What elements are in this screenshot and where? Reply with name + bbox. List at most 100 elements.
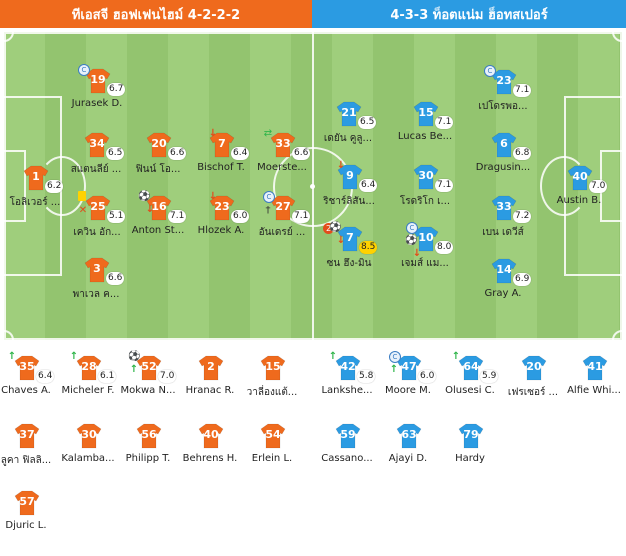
shirt-number: 40 bbox=[572, 170, 588, 183]
shirt-icon bbox=[491, 69, 517, 95]
shirt-number: 15 bbox=[265, 360, 281, 373]
player-card[interactable]: 10 8.0 เจมส์ แม... C ⚽ ↓ bbox=[377, 222, 473, 292]
player-card[interactable]: 1 6.2 โอลิเวอร์ ... bbox=[0, 165, 83, 231]
player-card[interactable]: 15 7.1 Lucas Be... bbox=[377, 101, 473, 167]
player-card[interactable]: 27 7.1 อันเดรย์ ... C † bbox=[234, 191, 330, 261]
sub-in-icon: ↑ bbox=[451, 351, 461, 362]
home-penalty-arc bbox=[38, 156, 86, 216]
shirt-icon bbox=[209, 195, 235, 221]
shirt-number: 35 bbox=[19, 360, 35, 373]
player-name: โอลิเวอร์ ... bbox=[9, 197, 61, 208]
player-rating: 6.6 bbox=[168, 147, 187, 160]
shirt-number: 27 bbox=[275, 200, 291, 213]
shirt-number: 52 bbox=[141, 360, 157, 373]
sub-in-icon: ↑ bbox=[69, 351, 79, 362]
bench-player-card[interactable]: 64 5.9 Olusesi C. ↑ bbox=[422, 351, 518, 421]
player-name: Anton St... bbox=[131, 225, 185, 236]
player-card[interactable]: 30 7.1 โรดริโก เ... bbox=[377, 164, 473, 230]
bench-player-card[interactable]: 47 6.0 Moore M. C ↑ bbox=[360, 351, 456, 421]
player-name: Jurasek D. bbox=[71, 98, 123, 109]
shirt-icon bbox=[491, 195, 517, 221]
bench-player-card[interactable]: 20 เฟรเซอร์ ... bbox=[485, 355, 581, 421]
shirt-number: 7 bbox=[346, 231, 354, 244]
shirt-icon bbox=[458, 423, 484, 449]
player-card[interactable]: 19 6.7 Jurasek D. C bbox=[49, 64, 145, 134]
player-card[interactable]: 16 7.1 Anton St... ⚽ ↓ bbox=[110, 191, 206, 261]
substitution-icon: ⇄ bbox=[263, 128, 273, 139]
sub-in-icon: ↑ bbox=[328, 351, 338, 362]
player-card[interactable]: 34 6.5 สแตนลีย์ ... bbox=[48, 132, 144, 198]
player-name: เปโดรพอ... bbox=[478, 101, 528, 112]
player-name: Kalamba... bbox=[61, 453, 115, 464]
shirt-number: 64 bbox=[463, 360, 479, 373]
home-team-title[interactable]: ทีเอสจี ฮอฟเฟนไฮม์ 4-2-2-2 bbox=[0, 0, 312, 28]
away-team-title[interactable]: 4-3-3 ท็อตแน่ม ฮ็อทสเปอร์ bbox=[312, 0, 626, 28]
shirt-icon bbox=[521, 355, 547, 381]
shirt-number: 59 bbox=[340, 428, 356, 441]
sub-in-icon: ↑ bbox=[129, 364, 139, 375]
bench-player-card[interactable]: 35 6.4 Chaves A. ↑ bbox=[0, 351, 74, 421]
corner-arc-bottom-right bbox=[612, 330, 622, 340]
player-rating: 6.5 bbox=[358, 116, 377, 129]
shirt-number: 57 bbox=[19, 495, 35, 508]
player-card[interactable]: 21 6.5 เดยัน คูลู... bbox=[300, 101, 396, 167]
player-card[interactable]: 33 6.6 Moerste... ⇄ bbox=[234, 128, 330, 198]
player-card[interactable]: 40 7.0 Austin B. bbox=[531, 165, 626, 231]
shirt-icon bbox=[270, 132, 296, 158]
player-card[interactable]: 14 6.9 Gray A. bbox=[455, 258, 551, 324]
shirt-number: 3 bbox=[93, 262, 101, 275]
bench-player-card[interactable]: 63 Ajayi D. bbox=[360, 423, 456, 489]
player-rating: 6.5 bbox=[106, 147, 125, 160]
player-card[interactable]: 3 6.6 พาเวล ค... bbox=[48, 257, 144, 323]
bench-player-card[interactable]: 41 Alfie Whi... bbox=[546, 355, 626, 421]
player-rating: 6.9 bbox=[513, 273, 532, 286]
player-name: Mokwa N... bbox=[120, 385, 176, 396]
player-card[interactable]: 20 6.6 ฟินน์ โอ... bbox=[110, 132, 206, 198]
bench-player-card[interactable]: 57 Djuric L. bbox=[0, 490, 74, 556]
shirt-icon bbox=[336, 101, 362, 127]
player-card[interactable]: 7 8.5 ซน ฮึง-มิน 2 ⚽ ↓ bbox=[301, 222, 397, 292]
player-card[interactable]: 25 5.1 เควิน อัก... ✕ bbox=[49, 191, 145, 261]
sub-in-icon: ↑ bbox=[389, 364, 399, 375]
bench-player-card[interactable]: 79 Hardy bbox=[422, 423, 518, 489]
player-card[interactable]: 33 7.2 เบน เดวีส์ bbox=[455, 195, 551, 261]
captain-icon: C bbox=[389, 351, 401, 363]
bench-player-card[interactable]: 2 Hranac R. bbox=[162, 355, 258, 421]
bench-player-card[interactable]: 28 6.1 Micheler F. ↑ bbox=[40, 351, 136, 421]
player-rating: 7.1 bbox=[168, 210, 187, 223]
bench-player-card[interactable]: 56 Philipp T. bbox=[100, 423, 196, 489]
bench-player-card[interactable]: 30 Kalamba... bbox=[40, 423, 136, 489]
player-name: เดยัน คูลู... bbox=[323, 133, 373, 144]
shirt-number: 37 bbox=[19, 428, 35, 441]
bench-player-card[interactable]: 15 วาลี่องแต้... bbox=[224, 355, 320, 421]
player-card[interactable]: 23 6.0 Hlozek A. ↓ bbox=[173, 191, 269, 261]
shirt-number: 15 bbox=[418, 106, 434, 119]
player-card[interactable]: 6 6.8 Dragusin... bbox=[455, 132, 551, 198]
bench-player-card[interactable]: 59 Cassano... bbox=[299, 423, 395, 489]
player-name: เฟรเซอร์ ... bbox=[507, 387, 559, 398]
player-name: พาเวล ค... bbox=[72, 289, 120, 300]
player-card[interactable]: 23 7.1 เปโดรพอ... C bbox=[455, 65, 551, 135]
bench-player-card[interactable]: 42 5.8 Lankshe... ↑ bbox=[299, 351, 395, 421]
bench-player-card[interactable]: 52 7.0 Mokwa N... ⚽ ↑ bbox=[100, 351, 196, 421]
player-card[interactable]: 7 6.4 Bischof T. ↓ bbox=[173, 128, 269, 198]
player-rating: 6.7 bbox=[107, 83, 126, 96]
sub-out-icon: ↓ bbox=[412, 248, 422, 259]
shirt-icon bbox=[337, 164, 363, 190]
bench-player-card[interactable]: 37 ลูคา ฟิลลิ... bbox=[0, 423, 74, 489]
sub-out-icon: ↓ bbox=[336, 160, 346, 171]
shirt-icon bbox=[84, 132, 110, 158]
home-goal-box bbox=[4, 150, 26, 222]
bench-player-card[interactable]: 40 Behrens H. bbox=[162, 423, 258, 489]
ball-icon: ⚽ bbox=[138, 191, 151, 202]
player-rating: 6.6 bbox=[292, 147, 311, 160]
shirt-icon bbox=[491, 132, 517, 158]
player-rating: 6.1 bbox=[98, 370, 117, 383]
yellow-card-icon bbox=[78, 191, 86, 201]
player-rating: 5.1 bbox=[107, 210, 126, 223]
shirt-number: 41 bbox=[587, 360, 603, 373]
player-name: เบน เดวีส์ bbox=[482, 227, 524, 238]
player-card[interactable]: 9 6.4 ริชาร์ลิสัน... ↓ bbox=[301, 160, 397, 230]
bench-player-card[interactable]: 54 Erlein L. bbox=[224, 423, 320, 489]
player-name: Philipp T. bbox=[125, 453, 171, 464]
